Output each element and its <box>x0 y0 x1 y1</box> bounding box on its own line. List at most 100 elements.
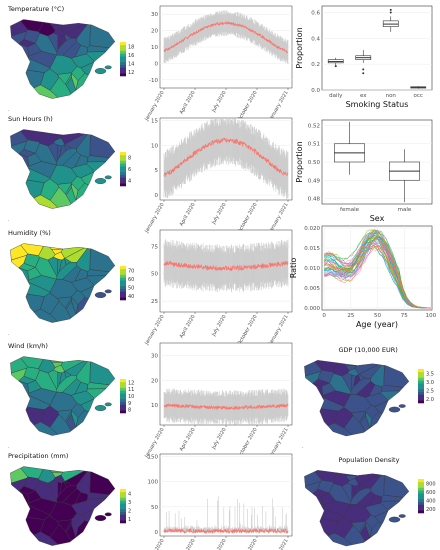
y-axis-title: Proportion <box>295 27 304 68</box>
colorbar-step <box>418 498 424 502</box>
map-islands-tick: · <box>8 218 10 224</box>
map-islands-tick: · <box>8 108 10 114</box>
y-tick-label: 0.0 <box>311 88 320 94</box>
map-islands-tick: · <box>8 332 10 338</box>
y-axis-title: Proportion <box>295 141 304 182</box>
map-region <box>65 300 76 319</box>
map-region <box>26 394 51 410</box>
colorbar-step <box>120 174 126 178</box>
x-tick-label: occ <box>414 93 423 99</box>
colorbar-step <box>418 386 424 390</box>
map-island <box>104 402 112 407</box>
colorbar-tick: 14 <box>128 61 134 67</box>
colorbar-step <box>120 177 126 181</box>
map-region <box>359 525 370 542</box>
colorbar-step <box>120 381 126 385</box>
map-region <box>89 24 116 49</box>
y-tick-label: 0.020 <box>304 226 320 232</box>
map-region <box>343 415 366 436</box>
map-region <box>49 300 72 322</box>
age-ratio-panel: 0.000 0.005 0.010 0.015 0.020 0 25 50 75 100 Age (… <box>289 225 437 329</box>
outlier-point <box>389 11 392 14</box>
timeseries-panel: 0 50 100 150 January 2020 April 2020 July 2020… <box>143 453 293 550</box>
map-region <box>321 382 336 396</box>
map-region <box>49 359 64 363</box>
map-panel: Temperature (°C) · 12 14 16 18 <box>7 5 134 114</box>
colorbar-tick: 10 <box>128 394 134 400</box>
map-island <box>94 178 107 184</box>
colorbar-step <box>120 517 126 521</box>
colorbar-step <box>120 166 126 170</box>
y-tick-label: 0 <box>155 193 159 199</box>
box-non: non <box>382 8 399 99</box>
map-region <box>89 471 116 496</box>
x-tick-label: July 2020 <box>210 427 227 451</box>
y-tick-label: 50 <box>151 505 158 511</box>
map-title: Population Density <box>339 456 400 464</box>
map-region <box>49 76 72 98</box>
x-tick-label: male <box>398 207 412 213</box>
colorbar-step <box>120 268 126 272</box>
colorbar-tick: 800 <box>426 481 436 487</box>
colorbar-step <box>120 511 126 515</box>
colorbar-step <box>418 479 424 483</box>
colorbar-step <box>418 507 424 511</box>
map-region <box>27 267 42 281</box>
colorbar-step <box>120 404 126 408</box>
x-tick-label: October 2020 <box>236 538 258 550</box>
x-axis-title: Age (year) <box>356 320 398 329</box>
y-tick-label: 10 <box>151 143 158 149</box>
map-island <box>104 289 112 294</box>
colorbar-step <box>120 285 126 289</box>
map-region <box>56 484 78 503</box>
map-colorbar: 4 6 8 <box>120 152 131 187</box>
map-region <box>56 261 78 280</box>
map-region <box>365 502 389 517</box>
map-region <box>26 57 51 73</box>
y-tick-label: 150 <box>148 455 159 461</box>
mean-line <box>163 260 289 272</box>
colorbar-step <box>120 266 126 270</box>
colorbar-step <box>120 520 126 524</box>
age-series-line <box>323 240 431 309</box>
map-region <box>383 475 410 498</box>
colorbar-tick: 4 <box>128 491 131 497</box>
colorbar-step <box>120 489 126 493</box>
map-region <box>27 43 42 57</box>
colorbar-tick: 6 <box>128 167 131 173</box>
x-tick-label: female <box>340 207 360 213</box>
y-tick-label: 0.48 <box>308 197 321 203</box>
colorbar-tick: 2 <box>128 508 131 514</box>
y-tick-label: 20 <box>151 378 158 384</box>
colorbar-step <box>120 56 126 60</box>
colorbar-step <box>120 42 126 46</box>
map-region <box>71 390 95 406</box>
colorbar-step <box>120 274 126 278</box>
colorbar-step <box>120 294 126 298</box>
map-title: Temperature (°C) <box>7 5 64 13</box>
map-island <box>94 405 107 411</box>
map-region <box>321 492 336 506</box>
map-region <box>56 374 78 393</box>
map-region <box>341 482 353 502</box>
map-region <box>343 363 358 367</box>
x-tick-label: July 2020 <box>210 90 227 114</box>
colorbar-step <box>120 59 126 63</box>
map-island <box>94 68 107 74</box>
x-tick-label: 100 <box>426 313 437 319</box>
colorbar-step <box>120 514 126 518</box>
colorbar-step <box>418 374 424 378</box>
map-region <box>65 523 76 542</box>
x-tick-label: July 2020 <box>210 538 227 550</box>
map-region <box>71 53 95 69</box>
colorbar-step <box>120 47 126 51</box>
x-axis-title: Sex <box>370 214 385 223</box>
map-island <box>104 175 112 180</box>
plot-frame <box>321 5 433 91</box>
y-tick-label: 10 <box>151 403 158 409</box>
map-island <box>94 515 107 521</box>
map-island <box>398 514 406 518</box>
colorbar-tick: 11 <box>128 387 134 393</box>
